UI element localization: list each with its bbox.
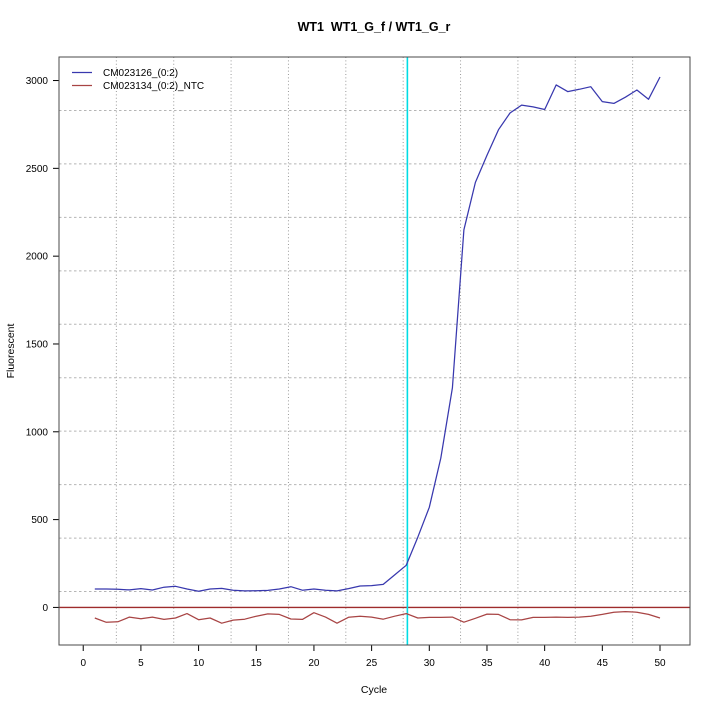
x-axis-tick-label: 50 (654, 658, 666, 669)
x-axis-tick-label: 10 (193, 658, 205, 669)
vertical-gridlines (115, 57, 634, 645)
y-axis-tick-label: 1000 (26, 427, 49, 438)
x-axis-tick-label: 0 (80, 658, 86, 669)
x-axis-tick-label: 5 (138, 658, 144, 669)
amplification-curve (94, 76, 661, 592)
x-axis-title: Cycle (361, 684, 387, 696)
y-axis-tick-label: 500 (31, 515, 48, 526)
y-axis-title: Fluorescent (5, 323, 17, 378)
x-axis-tick-label: 20 (308, 658, 320, 669)
y-axis-tick-label: 1500 (26, 339, 49, 350)
horizontal-gridlines (59, 109, 690, 593)
y-axis-tick-label: 3000 (26, 76, 49, 87)
reference-lines (59, 57, 690, 645)
y-axis-tick-label: 2500 (26, 164, 49, 175)
x-axis-tick-label: 40 (539, 658, 551, 669)
y-axis-tick-label: 2000 (26, 252, 49, 263)
legend: CM023126_(0:2) CM023134_(0:2)_NTC (72, 68, 204, 92)
ntc-curve (94, 610, 661, 624)
x-axis: 0 5 10 15 20 25 30 35 40 45 50 (80, 645, 666, 669)
plot-title: WT1 WT1_G_f / WT1_G_r (298, 20, 451, 34)
x-axis-tick-label: 35 (481, 658, 493, 669)
legend-label-ntc: CM023134_(0:2)_NTC (103, 81, 204, 92)
x-axis-tick-label: 30 (424, 658, 436, 669)
y-axis-tick-label: 0 (42, 603, 48, 614)
plot-border (58, 56, 691, 646)
x-axis-tick-label: 25 (366, 658, 378, 669)
curves (94, 76, 661, 624)
x-axis-tick-label: 45 (597, 658, 609, 669)
x-axis-tick-label: 15 (251, 658, 263, 669)
y-axis: 0 500 1000 1500 2000 2500 3000 (26, 76, 59, 614)
legend-label-sample: CM023126_(0:2) (103, 68, 178, 79)
